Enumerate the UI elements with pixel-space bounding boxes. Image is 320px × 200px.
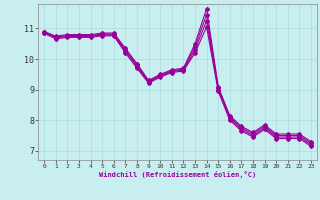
X-axis label: Windchill (Refroidissement éolien,°C): Windchill (Refroidissement éolien,°C) bbox=[99, 171, 256, 178]
